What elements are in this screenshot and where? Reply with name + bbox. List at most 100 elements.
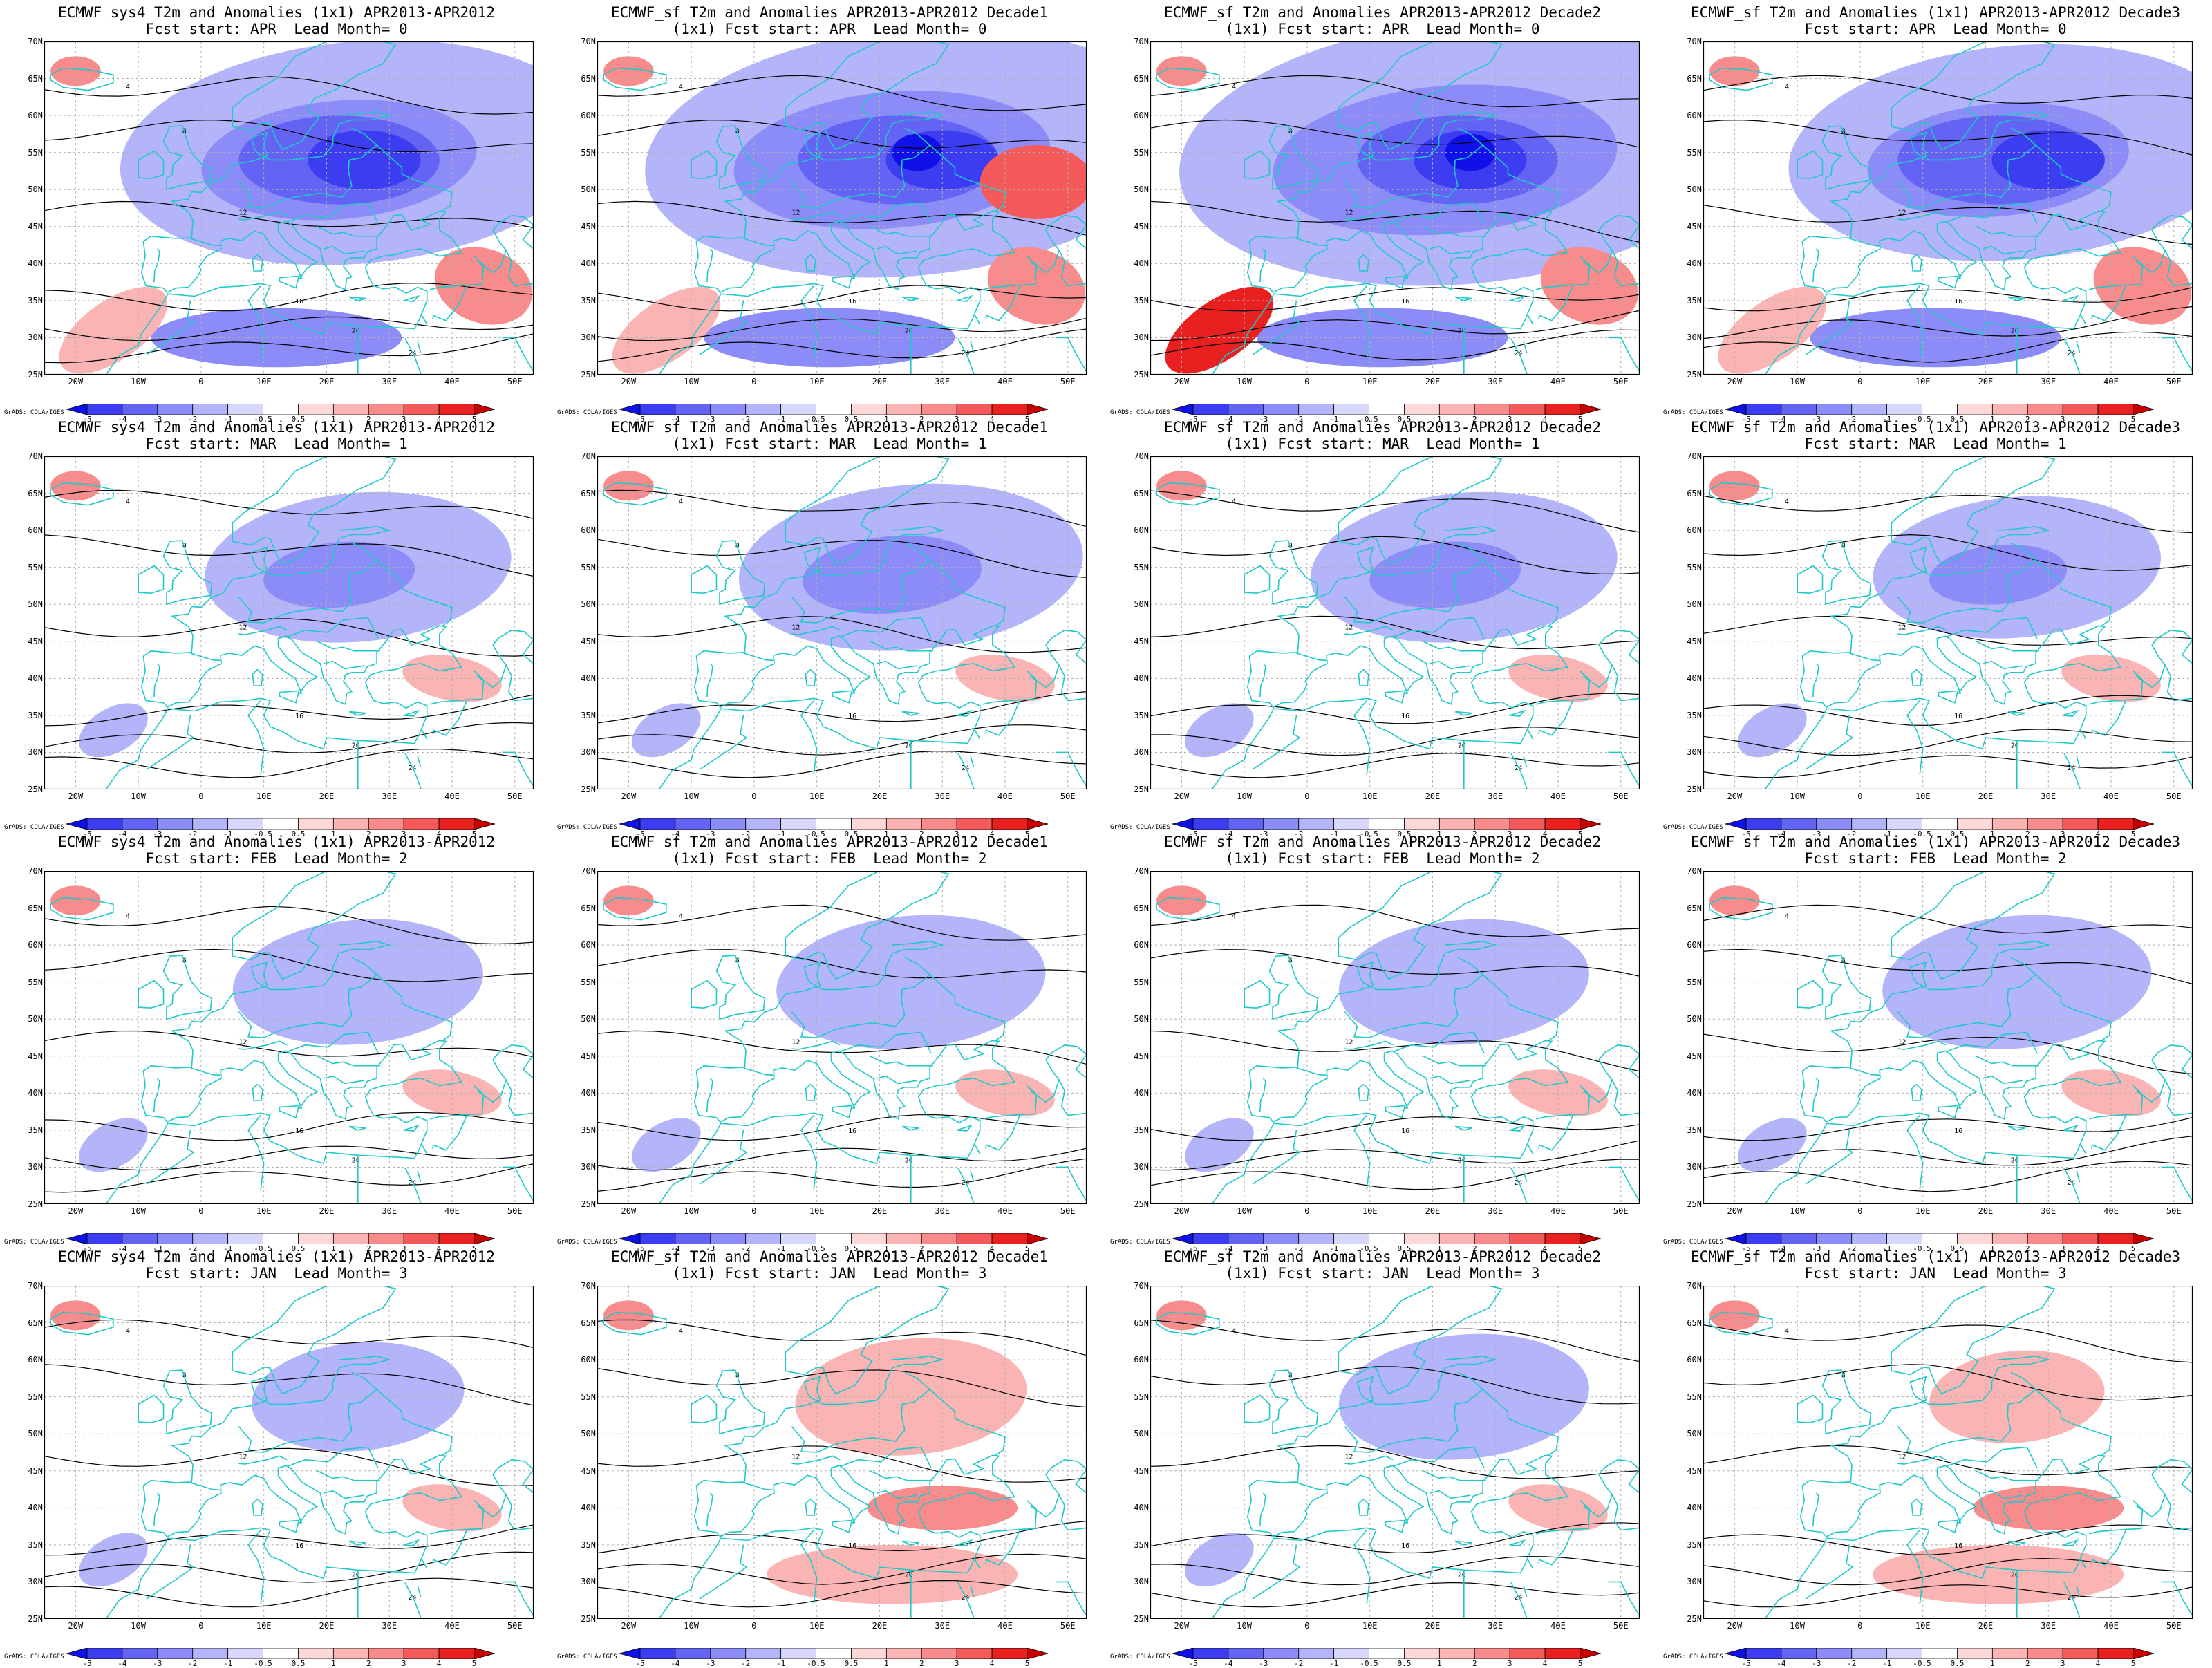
colorbar-swatch xyxy=(1544,404,1581,415)
lon-tick-label: 30E xyxy=(2041,377,2056,386)
contour-label: 24 xyxy=(2067,1179,2075,1187)
lon-tick-label: 40E xyxy=(444,377,460,386)
panel-subtitle: Fcst start: MAR Lead Month= 1 xyxy=(145,435,408,452)
colorbar-label: 2 xyxy=(919,415,924,424)
lon-tick-label: 10E xyxy=(1362,791,1378,801)
lon-tick-label: 50E xyxy=(1060,791,1076,801)
lat-tick-label: 70N xyxy=(1134,1281,1149,1291)
colorbar-label: -2 xyxy=(188,1659,198,1668)
colorbar-label: -1 xyxy=(223,1244,233,1253)
colorbar-label: 3 xyxy=(2060,830,2065,838)
colorbar-label: -4 xyxy=(671,1244,680,1253)
lon-tick-label: 40E xyxy=(2103,791,2119,801)
panel-title: ECMWF sys4 T2m and Anomalies (1x1) APR20… xyxy=(57,4,496,21)
lon-tick-label: 50E xyxy=(1613,1621,1629,1631)
panel-title: ECMWF sys4 T2m and Anomalies (1x1) APR20… xyxy=(57,1248,496,1265)
lat-tick-label: 35N xyxy=(28,1539,43,1550)
colorbar-swatch xyxy=(1333,818,1369,830)
lon-tick-label: 0 xyxy=(198,791,204,801)
anomaly-region xyxy=(59,286,168,374)
lat-tick-label: 45N xyxy=(1134,221,1149,232)
grads-credit: GrADS: COLA/IGES xyxy=(1663,1653,1723,1660)
lon-tick-label: 40E xyxy=(1550,1206,1566,1216)
colorbar-label: -0.5 xyxy=(254,1244,272,1253)
colorbar-swatch xyxy=(1991,1648,2028,1659)
contour-label: 20 xyxy=(1458,328,1466,335)
lon-tick-label: 20W xyxy=(1727,1206,1743,1216)
lat-tick-label: 35N xyxy=(28,1125,43,1135)
colorbar-swatch xyxy=(885,404,922,415)
colorbar-swatch xyxy=(1886,404,1922,415)
colorbar-label: -5 xyxy=(1741,1659,1751,1668)
map-panel: ECMWF_sf T2m and Anomalies (1x1) APR2013… xyxy=(1659,1244,2212,1668)
colorbar-swatch xyxy=(1298,404,1335,415)
colorbar-label: -1 xyxy=(223,1659,233,1668)
colorbar-swatch xyxy=(1851,818,1888,830)
lat-tick-label: 60N xyxy=(1687,1355,1702,1365)
lon-tick-label: 0 xyxy=(751,1621,757,1631)
colorbar-label: 5 xyxy=(1577,1659,1583,1668)
lat-tick-label: 25N xyxy=(1134,785,1149,794)
anomaly-shading xyxy=(1709,471,2162,758)
colorbar-swatch xyxy=(438,1233,475,1244)
graticule xyxy=(1150,1286,1640,1619)
colorbar-swatch xyxy=(956,1648,993,1659)
colorbar-swatch xyxy=(2097,1233,2134,1244)
colorbar-swatch xyxy=(710,1648,747,1659)
grads-credit: GrADS: COLA/IGES xyxy=(557,1653,617,1660)
colorbar-swatch xyxy=(2133,1648,2154,1659)
colorbar-swatch xyxy=(2027,1233,2063,1244)
colorbar-label: -3 xyxy=(1259,415,1268,424)
colorbar-swatch xyxy=(1404,1648,1440,1659)
lat-tick-label: 30N xyxy=(1687,747,1702,758)
colorbar-label: -1 xyxy=(1329,1659,1339,1668)
contour-label: 16 xyxy=(295,1127,303,1135)
colorbar-label: 5 xyxy=(1024,830,1030,838)
colorbar-swatch xyxy=(474,1648,495,1659)
colorbar-label: 1 xyxy=(331,415,336,424)
lat-tick-label: 70N xyxy=(1687,1281,1702,1291)
grads-credit: GrADS: COLA/IGES xyxy=(1663,824,1723,831)
anomaly-region xyxy=(1185,703,1254,758)
lat-tick-label: 45N xyxy=(1134,636,1149,646)
lon-tick-label: 30E xyxy=(382,791,397,801)
colorbar-swatch xyxy=(1228,404,1264,415)
lat-tick-label: 65N xyxy=(1134,488,1149,498)
colorbar-swatch xyxy=(780,1233,816,1244)
colorbar-swatch xyxy=(1745,818,1782,830)
lat-tick-label: 55N xyxy=(1134,147,1149,158)
colorbar-swatch xyxy=(66,404,88,415)
lat-tick-label: 25N xyxy=(1687,1614,1702,1624)
contour-label: 20 xyxy=(2011,1572,2019,1580)
colorbar-swatch xyxy=(1369,818,1405,830)
contour-label: 4 xyxy=(679,498,683,505)
colorbar-swatch xyxy=(2133,818,2154,830)
contour-label: 16 xyxy=(1954,713,1962,720)
lat-tick-label: 70N xyxy=(581,866,596,876)
lon-tick-label: 10W xyxy=(684,791,699,801)
colorbar-label: 5 xyxy=(2130,1659,2136,1668)
coastlines xyxy=(1156,1286,1640,1619)
colorbar-label: -3 xyxy=(706,1659,715,1668)
colorbar-label: 2 xyxy=(366,1659,371,1668)
lon-tick-label: 0 xyxy=(1304,377,1310,386)
anomaly-region xyxy=(776,915,1046,1049)
colorbar-swatch xyxy=(956,404,993,415)
contour-label: 20 xyxy=(2011,1157,2019,1165)
colorbar-label: -1 xyxy=(776,1659,786,1668)
lat-tick-label: 55N xyxy=(1134,562,1149,572)
colorbar-swatch xyxy=(122,404,158,415)
lon-tick-label: 20W xyxy=(1727,1621,1743,1631)
colorbar-label: -1 xyxy=(1882,1659,1892,1668)
colorbar-label: 4 xyxy=(989,1244,995,1253)
contour-label: 12 xyxy=(1897,209,1906,216)
lon-tick-label: 20W xyxy=(1174,377,1190,386)
anomaly-shading xyxy=(50,41,534,374)
anomaly-region xyxy=(1929,1350,2105,1443)
contour-label: 12 xyxy=(1897,624,1906,631)
lat-tick-label: 40N xyxy=(1687,259,1702,269)
colorbar-label: -5 xyxy=(1188,415,1198,424)
